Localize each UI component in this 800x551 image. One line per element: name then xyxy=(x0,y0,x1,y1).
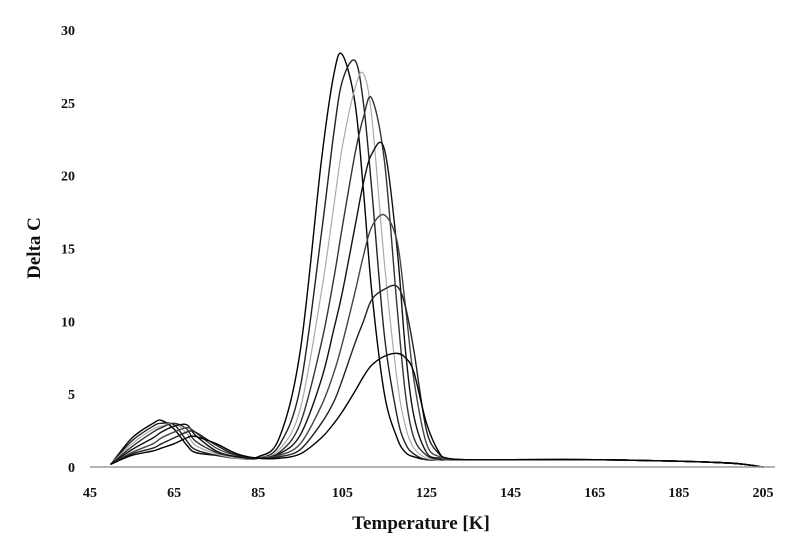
series-line-5 xyxy=(110,141,764,468)
series-line-3 xyxy=(110,71,764,468)
y-tick-label: 25 xyxy=(61,97,75,112)
series-line-8 xyxy=(110,352,764,468)
x-tick-label: 145 xyxy=(500,486,521,501)
y-tick-label: 10 xyxy=(61,315,75,330)
x-tick-label: 165 xyxy=(584,486,605,501)
y-tick-label: 0 xyxy=(68,461,75,476)
y-tick-labels: 0 5 10 15 20 25 30 xyxy=(61,24,75,476)
x-tick-label: 85 xyxy=(251,486,265,501)
y-tick-label: 30 xyxy=(61,24,75,39)
x-tick-label: 205 xyxy=(753,486,774,501)
series-layer xyxy=(110,52,764,468)
x-tick-label: 125 xyxy=(416,486,437,501)
series-line-7 xyxy=(110,284,764,468)
y-tick-label: 15 xyxy=(61,243,75,258)
y-tick-label: 20 xyxy=(61,170,75,185)
x-axis-title: Temperature [K] xyxy=(352,513,490,534)
series-line-1 xyxy=(110,52,764,468)
x-tick-labels: 45 65 85 105 125 145 165 185 205 xyxy=(83,486,774,501)
x-tick-label: 65 xyxy=(167,486,181,501)
series-line-6 xyxy=(110,213,764,468)
x-tick-label: 105 xyxy=(332,486,353,501)
x-tick-label: 45 xyxy=(83,486,97,501)
series-line-4 xyxy=(110,96,764,468)
y-tick-label: 5 xyxy=(68,388,75,403)
series-line-2 xyxy=(110,59,764,468)
y-axis-title: Delta C xyxy=(24,217,45,279)
x-tick-label: 185 xyxy=(668,486,689,501)
